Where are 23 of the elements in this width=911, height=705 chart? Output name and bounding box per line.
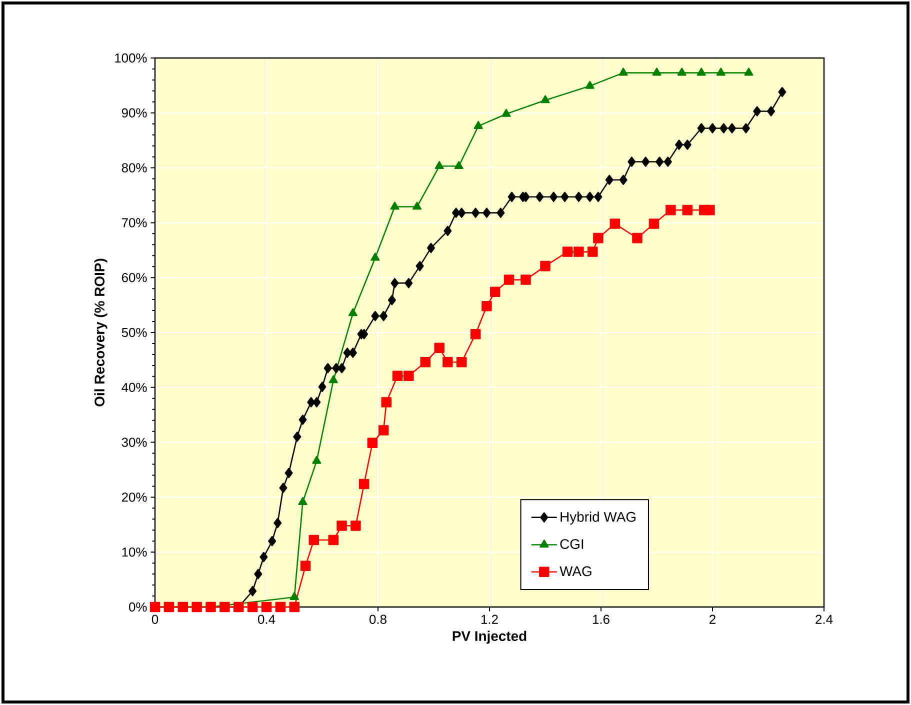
y-tick-label: 70% xyxy=(122,218,147,228)
y-tick-label: 40% xyxy=(122,382,147,392)
y-tick-label: 100% xyxy=(115,53,147,63)
legend-label: WAG xyxy=(560,566,592,576)
x-tick-label: 1.6 xyxy=(592,614,610,624)
legend-label: CGI xyxy=(560,539,584,549)
x-tick-label: 0 xyxy=(152,614,158,624)
y-tick-label: 80% xyxy=(122,163,147,172)
x-tick-label: 2.4 xyxy=(816,614,833,624)
x-tick-label: 2 xyxy=(710,614,716,624)
y-axis-title: Oil Recovery (% ROIP) xyxy=(94,258,108,406)
y-tick-label: 0% xyxy=(129,602,147,612)
legend-label: Hybrid WAG xyxy=(560,512,636,525)
x-axis-title: PV Injected xyxy=(452,630,526,644)
x-tick-label: 1.2 xyxy=(481,614,498,624)
y-tick-label: 50% xyxy=(122,328,147,338)
y-tick-label: 20% xyxy=(122,492,147,502)
x-tick-label: 0.8 xyxy=(370,614,386,624)
y-tick-label: 30% xyxy=(122,438,147,447)
y-tick-label: 60% xyxy=(122,273,147,282)
x-tick-label: 0.4 xyxy=(258,614,276,624)
y-tick-label: 90% xyxy=(122,108,147,118)
y-tick-label: 10% xyxy=(122,548,147,557)
